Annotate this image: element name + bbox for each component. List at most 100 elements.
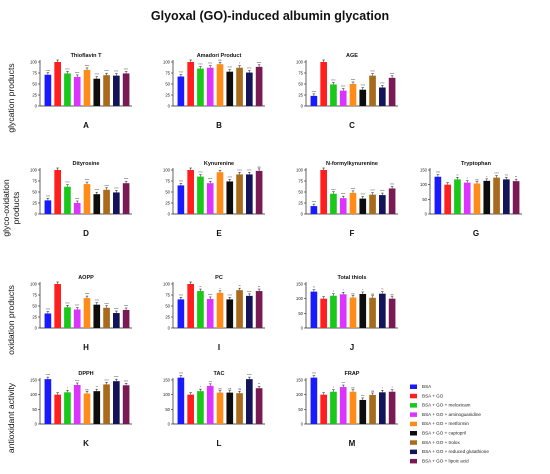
bar (463, 182, 471, 214)
y-tick-label: 0 (168, 212, 171, 217)
bar (93, 78, 101, 106)
bar (93, 304, 101, 328)
significance-label: **** (247, 373, 252, 377)
y-tick-label: 150 (296, 282, 304, 287)
significance-label: **** (95, 299, 100, 303)
bar (310, 291, 318, 328)
bar (64, 392, 71, 424)
bar (83, 393, 91, 424)
bar (330, 391, 337, 424)
legend-item: BSA + GO + meloxicam (410, 403, 471, 408)
panel-title: Dityrosine (73, 161, 100, 167)
bar (113, 75, 120, 106)
significance-label: **** (95, 73, 100, 77)
y-tick-label: 100 (30, 282, 38, 287)
y-tick-label: 50 (165, 190, 170, 195)
y-tick-label: 75 (165, 293, 170, 298)
y-tick-label: 0 (35, 326, 38, 331)
y-tick-label: 150 (163, 378, 171, 383)
significance-label: ** (199, 285, 202, 289)
significance-label: **** (237, 168, 242, 172)
y-tick-label: 0 (168, 422, 171, 427)
panel-letter: E (216, 229, 222, 238)
legend-swatch (410, 449, 417, 455)
y-tick-label: 25 (298, 93, 303, 98)
panel-letter: C (349, 121, 355, 130)
y-tick-label: 50 (422, 197, 427, 202)
significance-label: ns (371, 389, 375, 393)
bar (339, 387, 347, 424)
significance-label: * (333, 386, 335, 390)
bar (369, 394, 376, 424)
significance-label: **** (198, 171, 203, 175)
significance-label: **** (114, 186, 119, 190)
bar (454, 179, 461, 214)
bar (177, 76, 185, 106)
significance-label: ns (86, 387, 90, 391)
y-tick-label: 100 (30, 392, 38, 397)
bar (64, 307, 71, 328)
bar (73, 309, 81, 328)
legend-item: BSA + GO (410, 393, 444, 399)
bar (103, 307, 110, 328)
significance-label: *** (209, 380, 213, 384)
bar (330, 193, 337, 214)
significance-label: **** (380, 82, 385, 86)
significance-label: ** (313, 286, 316, 290)
panel-title: Thioflavin T (71, 53, 103, 59)
significance-label: **** (341, 192, 346, 196)
bar (73, 384, 81, 424)
significance-label: ns (371, 292, 375, 296)
bar (330, 84, 337, 106)
bar (216, 292, 224, 328)
significance-label: **** (46, 69, 51, 73)
bar (310, 95, 318, 106)
bar (206, 183, 214, 214)
y-tick-label: 100 (163, 60, 171, 65)
bar (187, 170, 194, 214)
significance-label: **** (124, 177, 129, 181)
significance-label: **** (104, 69, 109, 73)
significance-label: **** (179, 179, 184, 183)
panel-letter: I (218, 343, 220, 352)
legend-item: BSA + GO + reduced glutathione (410, 449, 489, 455)
bar (388, 77, 396, 106)
significance-label: **** (370, 189, 375, 193)
y-tick-label: 25 (32, 201, 37, 206)
chart-panel-E: Kynurenine0255075100********************… (163, 161, 265, 238)
legend-swatch (410, 384, 417, 389)
bar (113, 192, 120, 214)
bar (310, 206, 318, 214)
bar (93, 391, 101, 424)
row-label-line: glycation products (6, 63, 16, 132)
bar (388, 391, 396, 424)
significance-label: ns (476, 177, 480, 181)
y-tick-label: 25 (32, 93, 37, 98)
bar (122, 73, 130, 106)
significance-label: **** (95, 188, 100, 192)
y-tick-label: 0 (425, 212, 428, 217)
significance-label: **** (351, 187, 356, 191)
significance-label: * (362, 288, 364, 292)
panel-letter: K (83, 439, 89, 448)
significance-label: **** (75, 71, 80, 75)
bar (246, 295, 253, 328)
bar (187, 284, 194, 328)
significance-label: ns (258, 165, 262, 169)
significance-label: **** (390, 72, 395, 76)
significance-label: **** (46, 194, 51, 198)
legend-label: BSA + GO + reduced glutathione (422, 449, 489, 454)
legend-swatch (410, 403, 417, 408)
bar (388, 298, 396, 328)
significance-label: * (239, 62, 241, 66)
y-tick-label: 0 (301, 422, 304, 427)
bar (255, 66, 263, 106)
legend-swatch (410, 393, 417, 399)
bar (246, 379, 253, 424)
significance-label: **** (228, 66, 233, 70)
bar (44, 200, 52, 214)
significance-label: **** (65, 181, 70, 185)
y-tick-label: 100 (30, 168, 38, 173)
